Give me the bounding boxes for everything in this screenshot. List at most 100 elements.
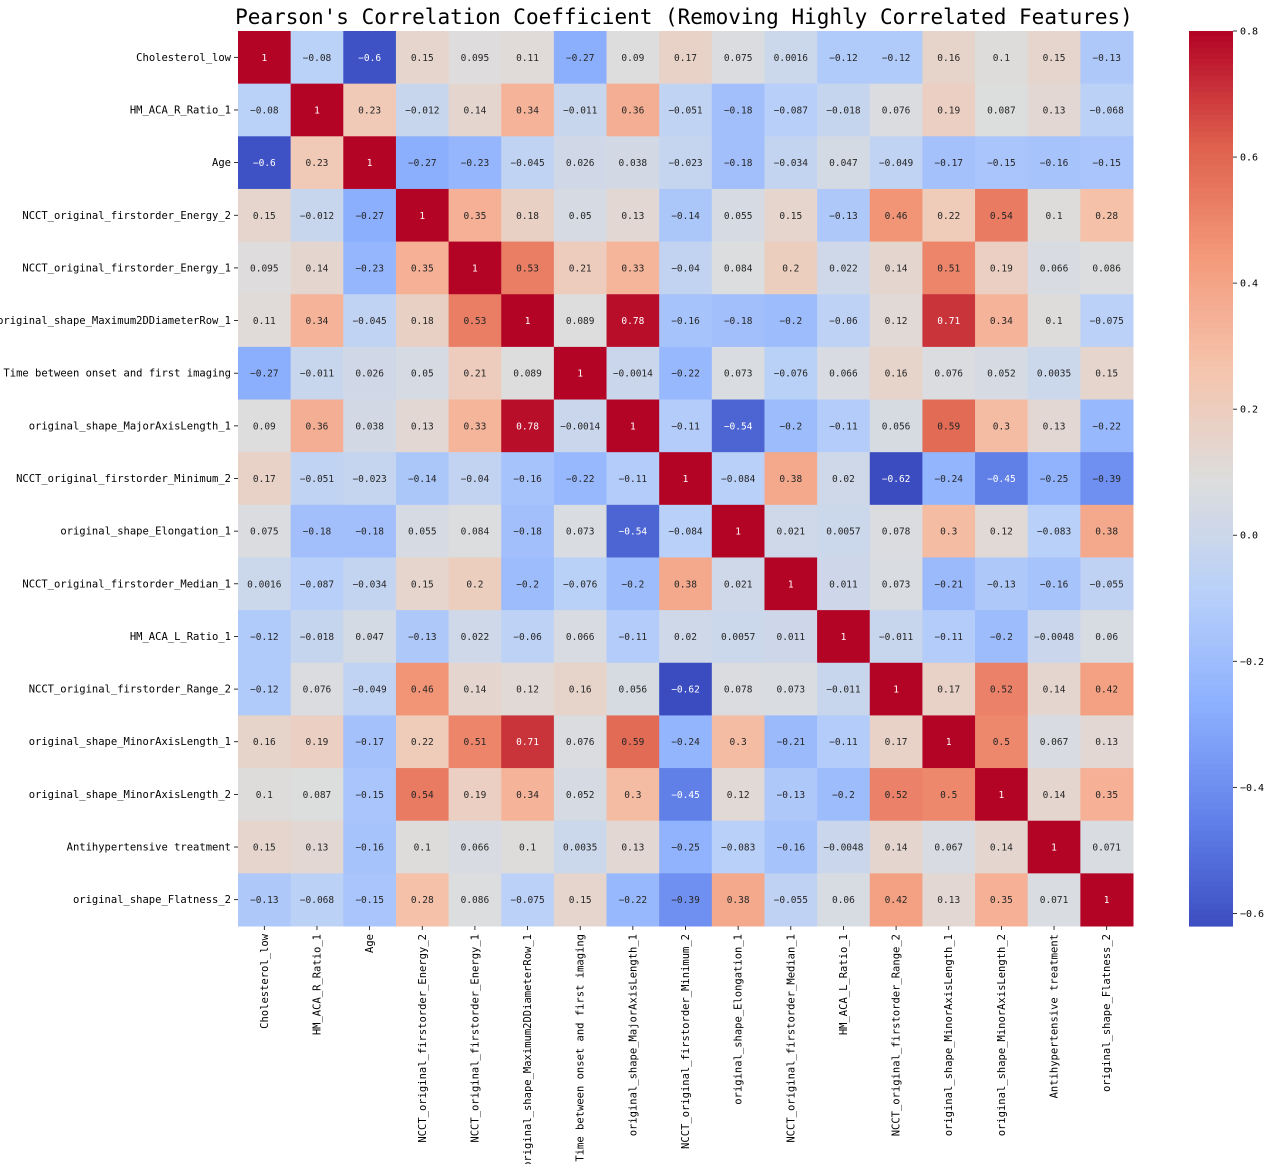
heatmap-cell [501,820,555,874]
heatmap-cell-value: 0.53 [463,316,486,327]
heatmap-cell-value: 1 [946,737,952,748]
colorbar-segment [1189,159,1233,166]
heatmap-cell [764,452,818,506]
heatmap-cell-value: 0.23 [306,158,329,169]
heatmap-cell-value: −0.11 [829,737,858,748]
heatmap-cell [817,399,871,453]
heatmap-cell [448,768,502,822]
heatmap-cell-value: 1 [630,421,636,432]
heatmap-cell-value: 0.2 [782,263,799,274]
heatmap-cell-value: 1 [1104,895,1110,906]
colorbar-segment [1189,154,1233,161]
x-axis-tick-label: NCCT_original_firstorder_Energy_2 [417,934,429,1143]
heatmap-cell-value: −0.087 [300,579,334,590]
heatmap-cell-value: −0.13 [408,632,437,643]
heatmap-cell [448,294,502,348]
heatmap-cell [817,31,871,85]
heatmap-cell [817,241,871,295]
chart-title: Pearson's Correlation Coefficient (Remov… [235,5,1133,29]
colorbar-segment [1189,277,1233,284]
colorbar-segment [1189,472,1233,480]
colorbar-segment [1189,590,1233,597]
heatmap-cell-value: 0.23 [358,105,381,116]
heatmap-cell [764,241,818,295]
heatmap-cell [448,241,502,295]
colorbar-segment [1189,450,1233,457]
heatmap-cell-value: −0.04 [461,474,490,485]
colorbar-segment [1189,400,1233,407]
heatmap-cell [817,504,871,558]
x-axis-tick-label: original_shape_MajorAxisLength_1 [627,934,639,1136]
colorbar-segment [1189,405,1233,412]
heatmap-cell-value: 0.15 [411,53,434,64]
colorbar-tick-label: −0.6 [1240,909,1264,920]
heatmap-cell [290,662,344,716]
heatmap-cell [395,399,450,453]
colorbar-segment [1189,394,1233,401]
heatmap-cell-value: 0.5 [993,737,1010,748]
colorbar-segment [1189,495,1233,502]
heatmap-cell [395,31,450,85]
heatmap-cell [975,715,1029,769]
x-axis-tick-label: original_shape_MinorAxisLength_2 [996,934,1008,1136]
heatmap-cell [764,31,818,85]
heatmap-cell-value: 0.073 [724,369,753,380]
colorbar-segment [1189,484,1233,491]
heatmap-cell-value: 0.056 [619,685,648,696]
heatmap-cell-value: 0.086 [461,895,490,906]
heatmap-cell [606,715,660,769]
heatmap-cell [606,662,660,716]
y-axis-tick-label: NCCT_original_firstorder_Minimum_2 [16,473,231,485]
heatmap-cell-value: −0.18 [724,105,753,116]
heatmap-cell-value: 0.038 [619,158,648,169]
heatmap-cell [343,452,397,506]
heatmap-cell-value: 0.36 [306,421,329,432]
heatmap-cell [869,346,923,401]
colorbar-segment [1189,64,1233,71]
heatmap-cell [606,768,660,822]
heatmap-cell [711,31,765,85]
heatmap-cell-value: 0.071 [1040,895,1069,906]
colorbar-segment [1189,47,1233,54]
heatmap-cell [711,136,765,190]
heatmap-cell [1080,188,1134,243]
colorbar-segment [1189,903,1233,910]
heatmap-cell-value: −0.04 [671,263,700,274]
heatmap-cell-value: −0.083 [1037,527,1071,538]
heatmap-cell-value: −0.2 [990,632,1013,643]
heatmap-cell-value: 0.011 [776,632,805,643]
heatmap-cell [343,715,397,769]
heatmap-cell-value: −0.6 [253,158,276,169]
heatmap-cell [553,504,608,558]
colorbar-segment [1189,657,1233,664]
heatmap-cell [448,820,502,874]
heatmap-cell-value: 0.28 [411,895,434,906]
heatmap-cell-value: 0.12 [990,527,1013,538]
heatmap-cell [501,399,555,453]
colorbar-segment [1189,327,1233,334]
heatmap-cell [922,820,976,874]
colorbar-segment [1189,724,1233,731]
y-axis-tick-label: original_shape_MajorAxisLength_1 [29,420,231,432]
colorbar-segment [1189,568,1233,575]
heatmap-cell-value: 0.34 [990,316,1013,327]
heatmap-cell-value: 0.54 [411,790,434,801]
heatmap-cell [553,136,608,190]
heatmap-cell-value: 0.15 [411,579,434,590]
heatmap-cell-value: 0.33 [463,421,486,432]
heatmap-cell-value: 0.71 [516,737,539,748]
colorbar-segment [1189,321,1233,329]
colorbar-segment [1189,534,1233,541]
colorbar-segment [1189,293,1233,301]
colorbar-segment [1189,299,1233,306]
colorbar-segment [1189,265,1233,273]
colorbar-segment [1189,70,1233,77]
colorbar-segment [1189,288,1233,295]
colorbar-segment [1189,439,1233,446]
heatmap-cell [975,346,1029,401]
heatmap-cell-value: −0.011 [563,105,598,116]
heatmap-cell-value: −0.0014 [560,421,600,432]
heatmap-cell-value: −0.023 [352,474,386,485]
heatmap-cell [975,399,1029,453]
heatmap-cell-value: −0.18 [303,527,332,538]
